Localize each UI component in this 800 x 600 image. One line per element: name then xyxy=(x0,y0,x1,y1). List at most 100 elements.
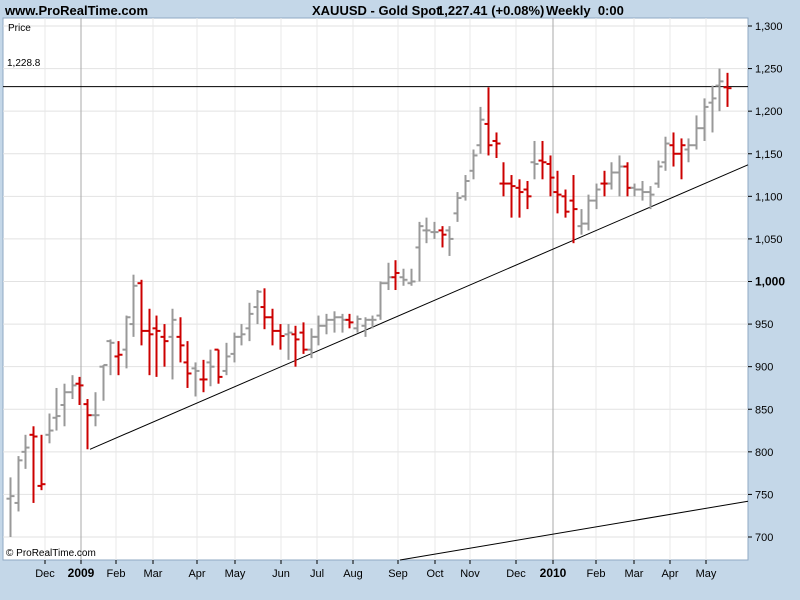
ohlc-bar xyxy=(368,315,377,329)
ohlc-bar xyxy=(291,325,300,367)
ohlc-bar xyxy=(99,363,108,401)
ohlc-bar xyxy=(638,181,647,201)
ohlc-bar xyxy=(276,324,285,350)
y-tick-label: 1,250 xyxy=(755,64,783,76)
ohlc-bar xyxy=(723,72,732,107)
ohlc-bar xyxy=(708,85,717,133)
ohlc-bar xyxy=(507,175,516,218)
ohlc-bar xyxy=(314,315,323,346)
ohlc-bar xyxy=(245,302,254,342)
ohlc-bar xyxy=(106,339,115,376)
y-tick-label: 850 xyxy=(755,404,773,416)
x-tick-label: Aug xyxy=(343,568,363,580)
title-bar: www.ProRealTime.com XAUUSD - Gold Spot 1… xyxy=(0,0,800,20)
ohlc-bar xyxy=(191,362,200,397)
ohlc-bar xyxy=(484,87,493,156)
site-name[interactable]: www.ProRealTime.com xyxy=(5,3,149,18)
ohlc-bar xyxy=(530,140,539,180)
x-axis: Dec 2009 Feb Mar Apr May Jun Jul Aug Sep Oct Nov Dec… xyxy=(35,560,717,580)
ohlc-bar xyxy=(546,155,555,197)
ohlc-bar xyxy=(137,279,146,346)
last-price-change: 1,227.41 (+0.08%) xyxy=(437,3,545,18)
ohlc-bar xyxy=(199,359,208,393)
ohlc-bar xyxy=(145,308,154,376)
instrument-name: XAUUSD - Gold Spot xyxy=(312,3,441,18)
ohlc-bar xyxy=(415,221,424,282)
ohlc-bar xyxy=(21,434,30,469)
ohlc-bar xyxy=(37,434,46,491)
ohlc-bar xyxy=(430,221,439,239)
ohlc-bar xyxy=(630,183,639,197)
x-tick-label: Oct xyxy=(426,568,443,580)
ohlc-bar xyxy=(222,342,231,376)
ohlc-bar xyxy=(83,399,92,450)
ohlc-bar xyxy=(391,260,400,291)
ohlc-bar xyxy=(538,140,547,180)
ohlc-bar xyxy=(168,308,177,380)
x-tick-label: Sep xyxy=(388,568,408,580)
ohlc-bar xyxy=(692,115,701,150)
ohlc-bar xyxy=(322,313,331,335)
x-tick-label: May xyxy=(696,568,717,580)
y-tick-label: 800 xyxy=(755,447,773,459)
y-tick-label: 1,150 xyxy=(755,149,783,161)
ohlc-bar xyxy=(330,311,339,333)
ohlc-bar xyxy=(60,383,69,427)
ohlc-bar xyxy=(654,160,663,188)
ohlc-bar xyxy=(553,170,562,214)
ohlc-bar xyxy=(122,315,131,369)
ohlc-bar xyxy=(569,175,578,244)
ohlc-bar xyxy=(237,324,246,346)
y-tick-label: 750 xyxy=(755,489,773,501)
x-tick-label: 2010 xyxy=(540,566,567,580)
x-tick-label: May xyxy=(225,568,246,580)
ohlc-bar xyxy=(584,194,593,231)
y-tick-label: 900 xyxy=(755,362,773,374)
ohlc-bar xyxy=(677,138,686,180)
ohlc-bar xyxy=(253,290,262,325)
ohlc-bar xyxy=(91,392,100,427)
y-tick-label: 950 xyxy=(755,319,773,331)
ohlc-bar xyxy=(661,136,670,171)
ohlc-bar xyxy=(129,274,138,337)
ohlc-bar xyxy=(206,349,215,387)
ohlc-bar xyxy=(607,162,616,190)
ohlc-bar xyxy=(615,155,624,197)
ohlc-bar xyxy=(376,281,385,320)
ohlc-bar xyxy=(68,375,77,400)
ohlc-bar xyxy=(52,387,61,431)
x-tick-label: Jun xyxy=(272,568,290,580)
x-tick-label: Apr xyxy=(188,568,205,580)
ohlc-bar xyxy=(646,186,655,210)
lower-trendline xyxy=(399,500,749,561)
ohlc-bar xyxy=(592,183,601,210)
y-tick-label: 1,300 xyxy=(755,21,783,33)
ohlc-bar xyxy=(176,317,185,363)
x-tick-label: Jul xyxy=(310,568,324,580)
y-axis: 700 750 800 850 900 950 1,000 1,050 1,100 1,150 1,… xyxy=(748,21,785,544)
y-tick-label: 1,050 xyxy=(755,234,783,246)
y-tick-label: 1,200 xyxy=(755,106,783,118)
x-tick-label: Dec xyxy=(35,568,55,580)
ohlc-bar xyxy=(469,149,478,180)
period-value: Weekly xyxy=(546,3,591,18)
x-tick-label: Feb xyxy=(587,568,606,580)
ohlc-bar xyxy=(476,106,485,154)
ohlc-bar xyxy=(214,348,223,384)
ohlc-bar xyxy=(422,217,431,244)
trend-lines xyxy=(3,86,749,561)
ohlc-bar xyxy=(399,268,408,286)
ohlc-bar xyxy=(114,341,123,376)
ohlc-bar xyxy=(445,226,454,256)
x-tick-label: Apr xyxy=(661,568,678,580)
ohlc-bar xyxy=(160,324,169,367)
ohlc-bar xyxy=(499,162,508,197)
x-tick-label: 2009 xyxy=(68,566,95,580)
watermark: © ProRealTime.com xyxy=(6,548,96,559)
plot-area[interactable] xyxy=(2,17,749,561)
ohlc-bar xyxy=(453,192,462,222)
x-tick-label: Nov xyxy=(460,568,480,580)
ohlc-bar xyxy=(29,426,38,503)
ohlc-bar xyxy=(152,315,161,377)
